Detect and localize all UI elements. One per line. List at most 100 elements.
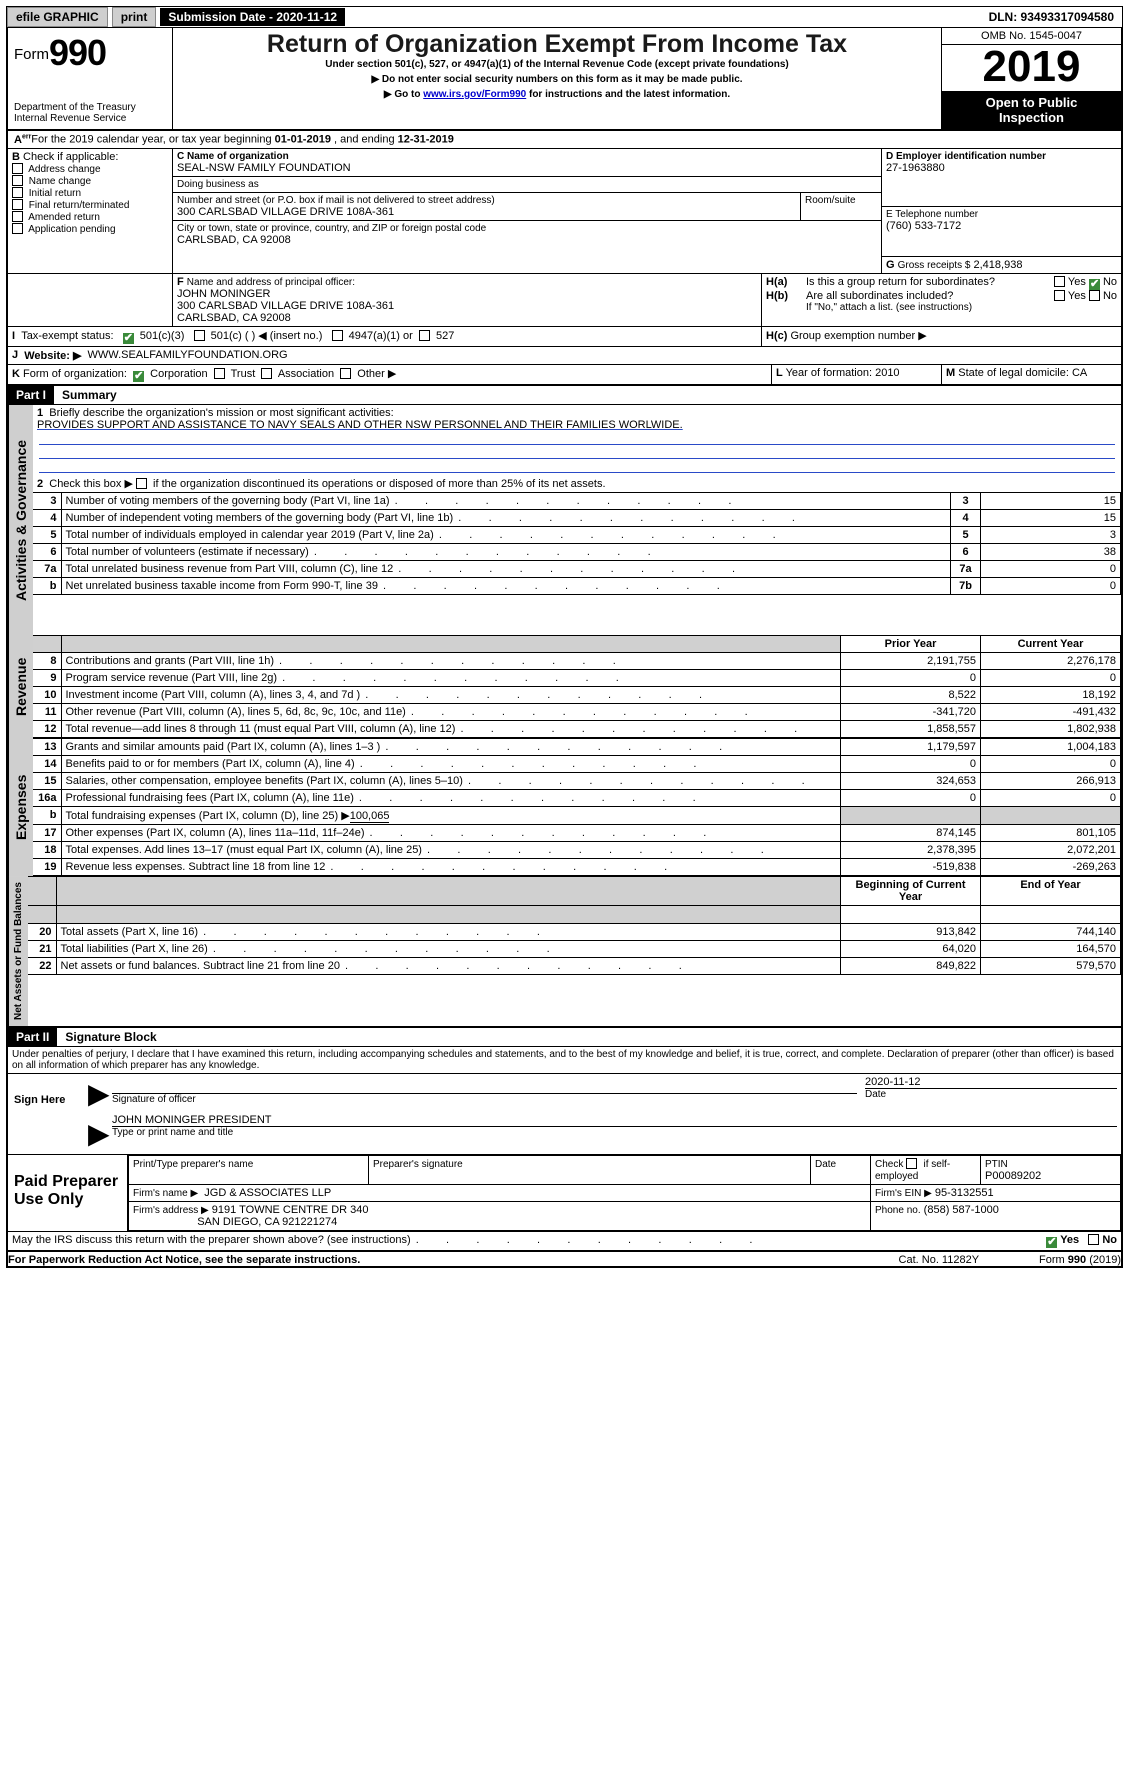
officer-name: JOHN MONINGER <box>177 288 271 300</box>
c-name-label: C Name of organization <box>177 151 877 162</box>
firm-ein: 95-3132551 <box>935 1187 994 1199</box>
hb-yes-checkbox[interactable] <box>1054 290 1065 301</box>
ha-no-checkbox[interactable] <box>1089 279 1100 290</box>
ha-yes-checkbox[interactable] <box>1054 276 1065 287</box>
form-990: Form990 Department of the Treasury Inter… <box>6 28 1123 1268</box>
i-527-checkbox[interactable] <box>419 330 430 341</box>
subtitle-3: ▶ Go to www.irs.gov/Form990 for instruct… <box>179 89 935 100</box>
irs: Internal Revenue Service <box>14 113 166 124</box>
perjury-declaration: Under penalties of perjury, I declare th… <box>8 1047 1121 1074</box>
org-city: CARLSBAD, CA 92008 <box>177 234 877 246</box>
part-i-header: Part ISummary <box>8 385 1121 405</box>
hb-text: Are all subordinates included? <box>806 290 1054 302</box>
firm-addr2: SAN DIEGO, CA 921221274 <box>197 1216 337 1228</box>
section-klm: K Form of organization: Corporation Trus… <box>8 365 1121 385</box>
mission: PROVIDES SUPPORT AND ASSISTANCE TO NAVY … <box>37 419 683 431</box>
efile-badge: efile GRAPHIC <box>7 7 108 27</box>
part-i-revenue: Revenue Prior YearCurrent Year8Contribut… <box>8 635 1121 738</box>
b-opt-checkbox[interactable] <box>12 211 23 222</box>
line2-checkbox[interactable] <box>136 478 147 489</box>
print-button[interactable]: print <box>112 7 157 27</box>
sign-here-block: Sign Here ▶▶ Signature of officer 2020-1… <box>8 1074 1121 1155</box>
tax-year: 2019 <box>942 45 1121 91</box>
firm-addr1: 9191 TOWNE CENTRE DR 340 <box>212 1204 369 1216</box>
line1-text: Briefly describe the organization's miss… <box>49 407 393 419</box>
instructions-link[interactable]: www.irs.gov/Form990 <box>423 89 526 100</box>
part-i-governance: Activities & Governance 1 Briefly descri… <box>8 405 1121 635</box>
part-i-expenses: Expenses 13Grants and similar amounts pa… <box>8 738 1121 876</box>
dln: DLN: 93493317094580 <box>981 8 1122 26</box>
g-label: G <box>886 259 895 271</box>
k-assoc-checkbox[interactable] <box>261 368 272 379</box>
sig-date: 2020-11-12 <box>865 1076 1117 1088</box>
cat-no: Cat. No. 11282Y <box>899 1254 980 1266</box>
dba-label: Doing business as <box>177 179 259 190</box>
b-opt-checkbox[interactable] <box>12 175 23 186</box>
subtitle-2: ▶ Do not enter social security numbers o… <box>179 74 935 85</box>
b-label: B <box>12 151 20 163</box>
section-i: I Tax-exempt status: 501(c)(3) 501(c) ( … <box>8 327 1121 347</box>
self-employed-checkbox[interactable] <box>906 1158 917 1169</box>
gross-receipts: 2,418,938 <box>974 259 1023 271</box>
hb-no-checkbox[interactable] <box>1089 290 1100 301</box>
website: WWW.SEALFAMILYFOUNDATION.ORG <box>88 349 288 362</box>
officer-typed: JOHN MONINGER PRESIDENT <box>112 1114 272 1126</box>
subtitle-1: Under section 501(c), 527, or 4947(a)(1)… <box>179 59 935 70</box>
section-fh: F Name and address of principal officer:… <box>8 274 1121 327</box>
discuss-row: May the IRS discuss this return with the… <box>8 1232 1121 1250</box>
org-name: SEAL-NSW FAMILY FOUNDATION <box>177 162 877 174</box>
i-4947-checkbox[interactable] <box>332 330 343 341</box>
b-opt-checkbox[interactable] <box>12 199 23 210</box>
section-bcdeg: B Check if applicable: Address change Na… <box>8 149 1121 274</box>
ptin: P00089202 <box>985 1170 1041 1182</box>
paid-preparer-block: Paid Preparer Use Only Print/Type prepar… <box>8 1155 1121 1232</box>
open-to-public: Open to PublicInspection <box>942 91 1121 129</box>
f-label: F <box>177 276 184 288</box>
form-header: Form990 Department of the Treasury Inter… <box>8 28 1121 131</box>
e-label: E Telephone number <box>886 209 1117 220</box>
room-label: Room/suite <box>805 195 877 206</box>
vtab-governance: Activities & Governance <box>8 405 33 635</box>
i-501c3-checkbox[interactable] <box>123 333 134 344</box>
form-number: Form990 <box>14 32 166 74</box>
k-corp-checkbox[interactable] <box>133 371 144 382</box>
type-name-label: Type or print name and title <box>112 1127 1117 1138</box>
netassets-table: Beginning of Current YearEnd of Year20To… <box>28 876 1121 975</box>
lines-3-7: 3Number of voting members of the governi… <box>33 492 1121 595</box>
firm-phone: (858) 587-1000 <box>924 1204 999 1216</box>
state-domicile: CA <box>1072 367 1087 379</box>
city-label: City or town, state or province, country… <box>177 223 877 234</box>
year-formation: 2010 <box>875 367 899 379</box>
prep-date-label: Date <box>815 1159 836 1170</box>
b-opt-checkbox[interactable] <box>12 163 23 174</box>
f-text: Name and address of principal officer: <box>187 277 355 288</box>
b-opt-checkbox[interactable] <box>12 187 23 198</box>
telephone: (760) 533-7172 <box>886 220 1117 232</box>
addr-label: Number and street (or P.O. box if mail i… <box>177 195 796 206</box>
hc-text: Group exemption number ▶ <box>790 330 926 342</box>
vtab-revenue: Revenue <box>8 635 33 738</box>
part-i-netassets: Net Assets or Fund Balances Beginning of… <box>8 876 1121 1027</box>
k-other-checkbox[interactable] <box>340 368 351 379</box>
i-501c-checkbox[interactable] <box>194 330 205 341</box>
ha-text: Is this a group return for subordinates? <box>806 276 1054 290</box>
page-footer: For Paperwork Reduction Act Notice, see … <box>8 1250 1121 1266</box>
discuss-no-checkbox[interactable] <box>1088 1234 1099 1245</box>
prep-name-label: Print/Type preparer's name <box>133 1159 253 1170</box>
revenue-table: Prior YearCurrent Year8Contributions and… <box>33 635 1121 738</box>
section-a: AerrFor the 2019 calendar year, or tax y… <box>8 131 1121 149</box>
submission-date: Submission Date - 2020-11-12 <box>160 8 345 26</box>
part-ii-header: Part IISignature Block <box>8 1027 1121 1047</box>
discuss-yes-checkbox[interactable] <box>1046 1237 1057 1248</box>
org-address: 300 CARLSBAD VILLAGE DRIVE 108A-361 <box>177 206 796 218</box>
g-text: Gross receipts $ <box>898 260 971 271</box>
sign-here-label: Sign Here <box>8 1074 88 1154</box>
hb-note: If "No," attach a list. (see instruction… <box>766 302 1117 313</box>
k-trust-checkbox[interactable] <box>214 368 225 379</box>
prep-sig-label: Preparer's signature <box>373 1159 463 1170</box>
expenses-table: 13Grants and similar amounts paid (Part … <box>33 738 1121 876</box>
form-title: Return of Organization Exempt From Incom… <box>179 30 935 59</box>
officer-addr: 300 CARLSBAD VILLAGE DRIVE 108A-361 <box>177 300 394 312</box>
b-opt-checkbox[interactable] <box>12 223 23 234</box>
b-check-label: Check if applicable: <box>23 151 118 163</box>
